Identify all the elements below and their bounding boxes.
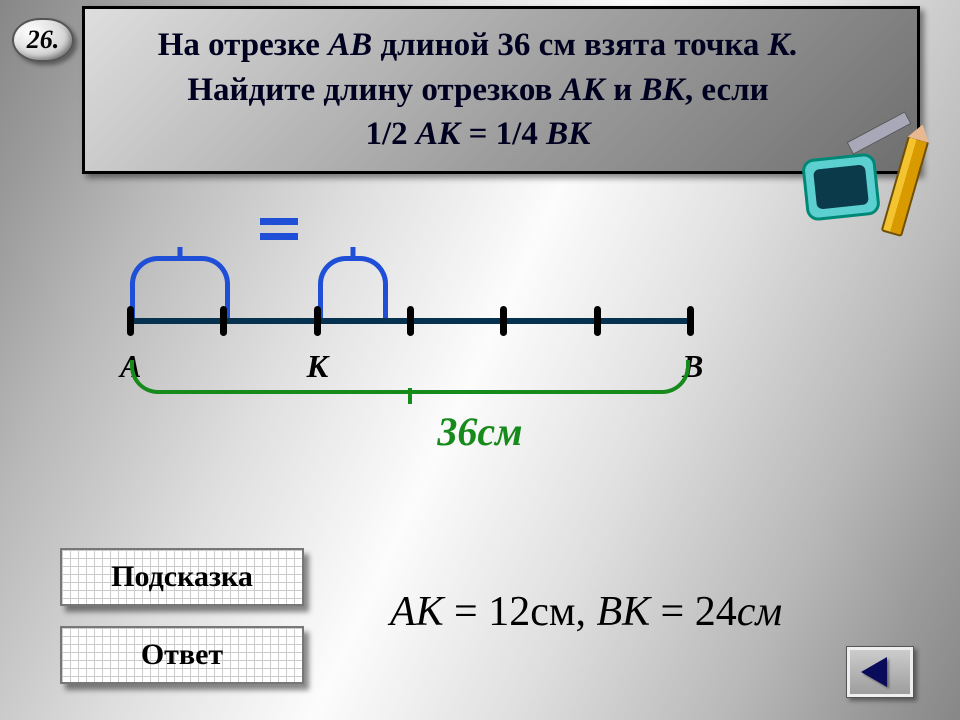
problem-text: Найдите длину отрезков [187, 72, 560, 108]
problem-text: длиной 36 см взята точка [372, 27, 767, 63]
hint-button[interactable]: Подсказка [60, 548, 304, 606]
back-button[interactable] [846, 646, 914, 698]
answer-unit: см, [530, 589, 596, 635]
total-length-brace [130, 360, 690, 400]
answer-seg-ak: АК [390, 589, 444, 635]
problem-panel: На отрезке АВ длиной 36 см взята точка К… [82, 6, 920, 174]
tick-mark [314, 306, 321, 336]
segment-diagram: А К В 36см [0, 200, 960, 490]
answer-val: = 24 [650, 589, 737, 635]
interval-bracket [130, 256, 230, 321]
problem-text: На отрезке [158, 27, 328, 63]
equal-sign-icon [260, 218, 298, 240]
seg-ak: АК [561, 72, 605, 108]
problem-text: = 1/4 [460, 116, 546, 152]
problem-text: , если [685, 72, 769, 108]
tick-mark [594, 306, 601, 336]
answer-unit: см [737, 589, 782, 635]
tick-mark [500, 306, 507, 336]
tick-mark [127, 306, 134, 336]
seg-ab: АВ [328, 27, 372, 63]
tick-mark [407, 306, 414, 336]
seg-ak: АК [416, 116, 460, 152]
tick-mark [687, 306, 694, 336]
total-length-label: 36см [0, 408, 960, 455]
seg-bk: ВК [641, 72, 685, 108]
interval-bracket [318, 256, 388, 321]
answer-formula: АК = 12см, ВК = 24см [390, 588, 782, 636]
answer-seg-bk: ВК [596, 589, 650, 635]
problem-text: 1/2 [366, 116, 416, 152]
point-k: К. [768, 27, 799, 63]
answer-button[interactable]: Ответ [60, 626, 304, 684]
answer-val: = 12 [444, 589, 531, 635]
tick-mark [220, 306, 227, 336]
problem-text: и [605, 72, 641, 108]
problem-number-badge: 26. [12, 18, 74, 62]
seg-bk: ВК [546, 116, 590, 152]
